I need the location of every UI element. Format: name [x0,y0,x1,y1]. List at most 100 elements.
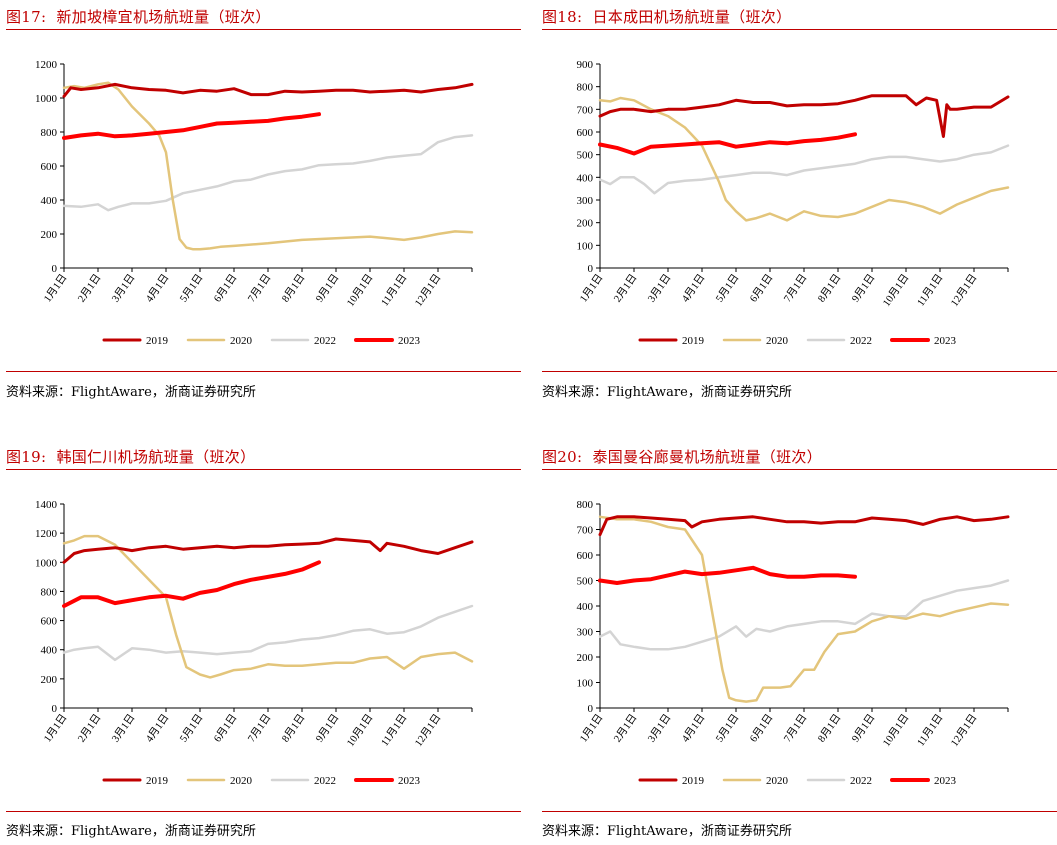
x-tick-label: 1月1日 [578,712,606,745]
y-tick-label: 700 [577,525,594,537]
source-note: 资料来源：FlightAware，浙商证券研究所 [542,385,792,400]
chart-panel: 图18: 日本成田机场航班量（班次） 0 100 200 300 400 500 600 70… [542,0,1057,410]
x-tick-label: 10月1日 [881,712,912,749]
legend-label: 2023 [398,775,421,787]
legend-label: 2022 [850,775,872,787]
figure-caption: 韩国仁川机场航班量（班次） [56,448,256,466]
legend-label: 2023 [934,775,957,787]
y-tick-label: 800 [41,127,58,139]
series-line-2023 [598,565,857,585]
x-tick-label: 2月1日 [612,712,640,745]
series-line-2019 [598,515,1010,537]
x-tick-label: 9月1日 [314,712,342,745]
y-tick-label: 200 [577,218,594,230]
legend-label: 2019 [682,335,705,347]
x-tick-label: 12月1日 [949,712,980,749]
x-tick-label: 5月1日 [714,712,742,745]
x-tick-label: 5月1日 [714,272,742,305]
y-tick-label: 400 [41,195,58,207]
x-tick-label: 5月1日 [178,712,206,745]
x-tick-label: 9月1日 [314,272,342,305]
x-tick-label: 6月1日 [748,272,776,305]
x-tick-label: 10月1日 [345,272,376,309]
source-note: 资料来源：FlightAware，浙商证券研究所 [6,385,256,400]
x-tick-label: 3月1日 [646,272,674,305]
x-tick-label: 12月1日 [949,272,980,309]
figure-number: 图17: [6,8,47,26]
y-tick-label: 600 [41,161,58,173]
legend-label: 2020 [766,335,789,347]
title-rule [542,29,1057,30]
y-tick-label: 700 [577,104,594,116]
x-tick-label: 3月1日 [110,272,138,305]
y-tick-label: 200 [41,674,58,686]
y-tick-label: 0 [588,263,594,275]
y-tick-label: 300 [577,195,594,207]
series-line-2022 [62,604,474,662]
figure-title: 图19: 韩国仁川机场航班量（班次） [6,446,255,467]
y-tick-label: 400 [577,172,594,184]
x-tick-label: 10月1日 [881,272,912,309]
figure-caption: 泰国曼谷廊曼机场航班量（班次） [592,448,822,466]
legend-label: 2023 [934,335,957,347]
chart-panel: 图20: 泰国曼谷廊曼机场航班量（班次） 0 100 200 300 400 500 600… [542,440,1057,845]
chart-panel: 图19: 韩国仁川机场航班量（班次） 0 200 400 600 800 1000 1200… [6,440,521,845]
x-tick-label: 1月1日 [578,272,606,305]
legend-label: 2019 [682,775,705,787]
source-rule [542,811,1057,812]
x-tick-label: 4月1日 [680,712,708,745]
legend-label: 2019 [146,335,169,347]
x-tick-label: 9月1日 [850,712,878,745]
source-rule [6,371,521,372]
x-tick-label: 8月1日 [816,272,844,305]
series-line-2022 [598,579,1010,651]
source-note: 资料来源：FlightAware，浙商证券研究所 [542,824,792,839]
legend-label: 2023 [398,335,421,347]
x-tick-label: 8月1日 [280,272,308,305]
x-tick-label: 6月1日 [212,272,240,305]
y-tick-label: 900 [577,59,594,71]
figure-title: 图18: 日本成田机场航班量（班次） [542,6,791,27]
legend-label: 2020 [766,775,789,787]
y-tick-label: 800 [577,82,594,94]
series-line-2020 [598,96,1010,222]
x-tick-label: 2月1日 [76,272,104,305]
y-tick-label: 400 [41,645,58,657]
y-tick-label: 100 [577,240,594,252]
series-line-2023 [62,112,321,140]
x-tick-label: 4月1日 [144,272,172,305]
x-tick-label: 7月1日 [782,272,810,305]
x-tick-label: 11月1日 [379,712,410,749]
series-line-2020 [598,515,1010,703]
x-tick-label: 3月1日 [646,712,674,745]
x-tick-label: 10月1日 [345,712,376,749]
series-line-2019 [62,82,474,98]
x-tick-label: 6月1日 [748,712,776,745]
title-rule [6,29,521,30]
title-rule [542,469,1057,470]
y-tick-label: 200 [41,229,58,241]
y-tick-label: 1200 [35,59,58,71]
line-chart: 0 200 400 600 800 1000 1200 1月1日 2月1日 3月1日 4月1日 5月1… [35,59,474,347]
x-tick-label: 4月1日 [144,712,172,745]
series-line-2019 [598,94,1010,138]
x-tick-label: 8月1日 [816,712,844,745]
x-tick-label: 2月1日 [612,272,640,305]
x-tick-label: 1月1日 [42,712,70,745]
source-rule [6,811,521,812]
series-line-2023 [598,132,857,156]
y-tick-label: 1400 [35,499,58,511]
series-line-2023 [62,560,321,608]
source-rule [542,371,1057,372]
x-tick-label: 7月1日 [246,272,274,305]
legend-label: 2022 [314,335,336,347]
series-line-2020 [62,81,474,251]
x-tick-label: 11月1日 [915,712,946,749]
line-chart: 0 200 400 600 800 1000 1200 1400 1月1日 2月1日 3月1日 4月1… [35,499,474,787]
figure-number: 图19: [6,448,47,466]
series-line-2019 [62,537,474,564]
y-tick-label: 300 [577,627,594,639]
y-tick-label: 600 [577,550,594,562]
y-tick-label: 400 [577,601,594,613]
x-tick-label: 12月1日 [413,712,444,749]
